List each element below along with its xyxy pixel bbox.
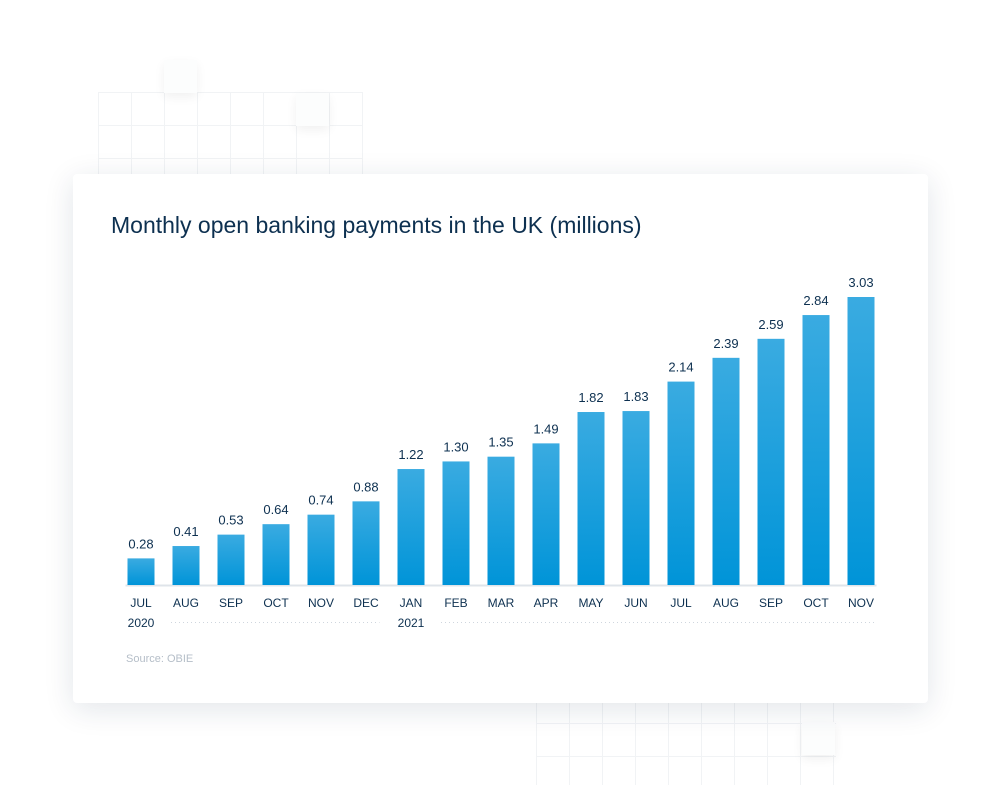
chart-title: Monthly open banking payments in the UK … (111, 212, 642, 238)
data-label: 2.39 (713, 336, 738, 351)
data-label: 0.74 (308, 493, 333, 508)
bar (532, 443, 560, 585)
bar (712, 357, 740, 585)
bar (397, 469, 425, 585)
data-label: 1.35 (488, 435, 513, 450)
data-label: 0.28 (128, 536, 153, 551)
data-label: 1.83 (623, 389, 648, 404)
background-tile (802, 722, 835, 755)
bar (667, 381, 695, 585)
x-tick-label: APR (534, 596, 559, 610)
x-tick-label: OCT (803, 596, 829, 610)
data-label: 1.82 (578, 390, 603, 405)
x-tick-label: DEC (353, 596, 379, 610)
bar (217, 534, 245, 585)
bar (577, 412, 605, 585)
bar (442, 461, 470, 585)
data-label: 1.49 (533, 421, 558, 436)
x-tick-label: SEP (219, 596, 243, 610)
x-tick-label: FEB (444, 596, 467, 610)
data-label: 0.88 (353, 479, 378, 494)
data-label: 3.03 (848, 275, 873, 290)
background-tile (164, 60, 197, 93)
x-tick-label: MAR (488, 596, 515, 610)
source-note: Source: OBIE (126, 653, 194, 665)
bar (127, 558, 155, 585)
bar (307, 514, 335, 585)
data-label: 2.59 (758, 317, 783, 332)
x-tick-label: AUG (173, 596, 199, 610)
x-tick-label: MAY (578, 596, 603, 610)
data-label: 0.64 (263, 502, 288, 517)
x-tick-label: JUL (130, 596, 152, 610)
background-tile (296, 93, 329, 126)
bar (802, 315, 830, 585)
chart-card: Monthly open banking payments in the UK … (73, 174, 928, 703)
bar (487, 456, 515, 585)
bar (352, 501, 380, 585)
x-tick-label: NOV (308, 596, 334, 610)
x-tick-label: NOV (848, 596, 874, 610)
x-tick-label: OCT (263, 596, 289, 610)
bar (757, 338, 785, 585)
bar (172, 546, 200, 585)
data-label: 2.84 (803, 293, 828, 308)
background-grid (536, 690, 836, 785)
year-label: 2020 (128, 616, 155, 630)
bar (847, 297, 875, 585)
data-label: 1.22 (398, 447, 423, 462)
data-label: 0.41 (173, 524, 198, 539)
data-label: 2.14 (668, 360, 693, 375)
x-tick-label: JUL (670, 596, 692, 610)
x-tick-label: AUG (713, 596, 739, 610)
bar (622, 411, 650, 585)
bar-chart: 0.28 JUL 0.41 AUG 0.53 SEP 0.64 OCT 0.74 NOV 0.88 D… (125, 275, 877, 630)
data-label: 0.53 (218, 513, 243, 528)
x-tick-label: JUN (624, 596, 647, 610)
year-label: 2021 (398, 616, 425, 630)
data-label: 1.30 (443, 439, 468, 454)
x-tick-label: SEP (759, 596, 783, 610)
x-tick-label: JAN (400, 596, 423, 610)
bar (262, 524, 290, 585)
